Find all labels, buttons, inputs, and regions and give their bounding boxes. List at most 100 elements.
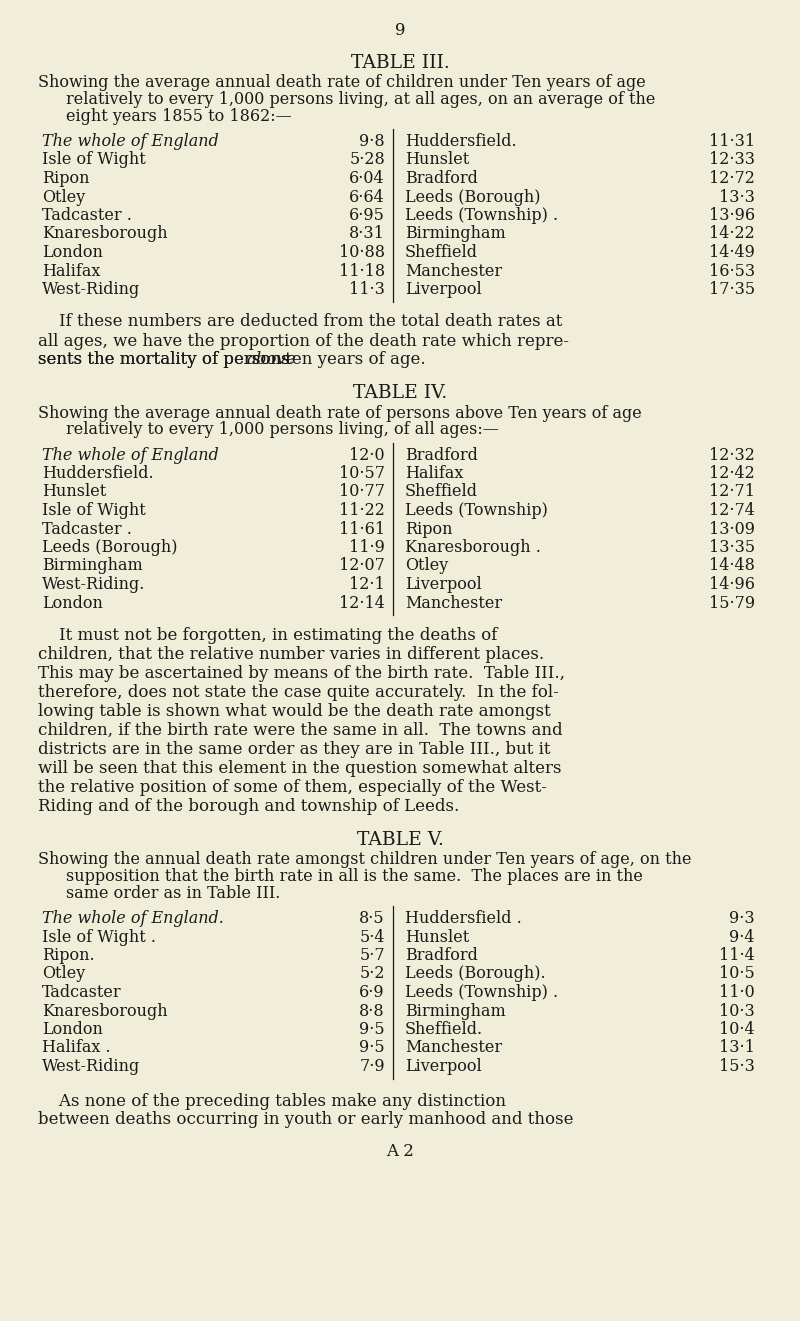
Text: all ages, we have the proportion of the death rate which repre-: all ages, we have the proportion of the … <box>38 333 569 350</box>
Text: TABLE V.: TABLE V. <box>357 831 443 849</box>
Text: Hunslet: Hunslet <box>405 152 470 169</box>
Text: 11·4: 11·4 <box>719 947 755 964</box>
Text: A 2: A 2 <box>386 1143 414 1160</box>
Text: The whole of England.: The whole of England. <box>42 910 224 927</box>
Text: West-Riding: West-Riding <box>42 281 140 299</box>
Text: Isle of Wight: Isle of Wight <box>42 152 146 169</box>
Text: 5·28: 5·28 <box>350 152 385 169</box>
Text: Sheffield: Sheffield <box>405 244 478 262</box>
Text: TABLE IV.: TABLE IV. <box>353 384 447 403</box>
Text: relatively to every 1,000 persons living, of all ages:—: relatively to every 1,000 persons living… <box>66 421 499 439</box>
Text: 10·57: 10·57 <box>339 465 385 482</box>
Text: 13·35: 13·35 <box>709 539 755 556</box>
Text: sents the mortality of persons: sents the mortality of persons <box>38 351 295 369</box>
Text: will be seen that this element in the question somewhat alters: will be seen that this element in the qu… <box>38 760 562 777</box>
Text: 11·31: 11·31 <box>709 133 755 151</box>
Text: Showing the average annual death rate of children under Ten years of age: Showing the average annual death rate of… <box>38 74 646 91</box>
Text: 6·95: 6·95 <box>349 207 385 225</box>
Text: West-Riding.: West-Riding. <box>42 576 146 593</box>
Text: 10·5: 10·5 <box>719 966 755 983</box>
Text: 15·3: 15·3 <box>719 1058 755 1075</box>
Text: 12·74: 12·74 <box>709 502 755 519</box>
Text: Leeds (Borough).: Leeds (Borough). <box>405 966 546 983</box>
Text: 9: 9 <box>394 22 406 40</box>
Text: It must not be forgotten, in estimating the deaths of: It must not be forgotten, in estimating … <box>38 627 498 645</box>
Text: Manchester: Manchester <box>405 594 502 612</box>
Text: Hunslet: Hunslet <box>42 483 106 501</box>
Text: Huddersfield.: Huddersfield. <box>42 465 154 482</box>
Text: Hunslet: Hunslet <box>405 929 470 946</box>
Text: 13·1: 13·1 <box>719 1040 755 1057</box>
Text: relatively to every 1,000 persons living, at all ages, on an average of the: relatively to every 1,000 persons living… <box>66 91 655 108</box>
Text: eight years 1855 to 1862:—: eight years 1855 to 1862:— <box>66 108 292 125</box>
Text: 12·71: 12·71 <box>709 483 755 501</box>
Text: 11·9: 11·9 <box>349 539 385 556</box>
Text: 10·77: 10·77 <box>339 483 385 501</box>
Text: Liverpool: Liverpool <box>405 1058 482 1075</box>
Text: 12·1: 12·1 <box>350 576 385 593</box>
Text: The whole of England: The whole of England <box>42 446 218 464</box>
Text: 9·3: 9·3 <box>730 910 755 927</box>
Text: Birmingham: Birmingham <box>405 1003 506 1020</box>
Text: London: London <box>42 1021 103 1038</box>
Text: London: London <box>42 244 103 262</box>
Text: 8·8: 8·8 <box>359 1003 385 1020</box>
Text: Otley: Otley <box>405 557 448 575</box>
Text: Ripon.: Ripon. <box>42 947 94 964</box>
Text: 7·9: 7·9 <box>359 1058 385 1075</box>
Text: 6·04: 6·04 <box>350 170 385 188</box>
Text: 11·18: 11·18 <box>339 263 385 280</box>
Text: 12·07: 12·07 <box>339 557 385 575</box>
Text: children, that the relative number varies in different places.: children, that the relative number varie… <box>38 646 544 663</box>
Text: Leeds (Township) .: Leeds (Township) . <box>405 984 558 1001</box>
Text: 10·3: 10·3 <box>719 1003 755 1020</box>
Text: Huddersfield .: Huddersfield . <box>405 910 522 927</box>
Text: above: above <box>246 351 296 369</box>
Text: 12·33: 12·33 <box>709 152 755 169</box>
Text: Halifax: Halifax <box>405 465 463 482</box>
Text: Knaresborough .: Knaresborough . <box>405 539 541 556</box>
Text: 8·5: 8·5 <box>359 910 385 927</box>
Text: The whole of England: The whole of England <box>42 133 218 151</box>
Text: Huddersfield.: Huddersfield. <box>405 133 517 151</box>
Text: Liverpool: Liverpool <box>405 576 482 593</box>
Text: Ripon: Ripon <box>405 520 453 538</box>
Text: districts are in the same order as they are in Table III., but it: districts are in the same order as they … <box>38 741 550 758</box>
Text: 5·7: 5·7 <box>359 947 385 964</box>
Text: 9·5: 9·5 <box>359 1021 385 1038</box>
Text: London: London <box>42 594 103 612</box>
Text: Bradford: Bradford <box>405 446 478 464</box>
Text: 8·31: 8·31 <box>349 226 385 243</box>
Text: children, if the birth rate were the same in all.  The towns and: children, if the birth rate were the sam… <box>38 723 562 738</box>
Text: 9·4: 9·4 <box>730 929 755 946</box>
Text: therefore, does not state the case quite accurately.  In the fol-: therefore, does not state the case quite… <box>38 684 558 701</box>
Text: Bradford: Bradford <box>405 170 478 188</box>
Text: Knaresborough: Knaresborough <box>42 226 168 243</box>
Text: Leeds (Borough): Leeds (Borough) <box>42 539 178 556</box>
Text: 14·48: 14·48 <box>709 557 755 575</box>
Text: ten years of age.: ten years of age. <box>280 351 426 369</box>
Text: Tadcaster .: Tadcaster . <box>42 207 132 225</box>
Text: 11·3: 11·3 <box>349 281 385 299</box>
Text: Manchester: Manchester <box>405 263 502 280</box>
Text: 12·14: 12·14 <box>339 594 385 612</box>
Text: 13·09: 13·09 <box>709 520 755 538</box>
Text: 11·61: 11·61 <box>339 520 385 538</box>
Text: Birmingham: Birmingham <box>405 226 506 243</box>
Text: same order as in Table III.: same order as in Table III. <box>66 885 280 902</box>
Text: supposition that the birth rate in all is the same.  The places are in the: supposition that the birth rate in all i… <box>66 868 643 885</box>
Text: 12·72: 12·72 <box>709 170 755 188</box>
Text: As none of the preceding tables make any distinction: As none of the preceding tables make any… <box>38 1092 506 1110</box>
Text: This may be ascertained by means of the birth rate.  Table III.,: This may be ascertained by means of the … <box>38 664 565 682</box>
Text: Liverpool: Liverpool <box>405 281 482 299</box>
Text: Otley: Otley <box>42 189 86 206</box>
Text: 14·96: 14·96 <box>709 576 755 593</box>
Text: Showing the average annual death rate of persons above Ten years of age: Showing the average annual death rate of… <box>38 404 642 421</box>
Text: 12·42: 12·42 <box>710 465 755 482</box>
Text: 9·5: 9·5 <box>359 1040 385 1057</box>
Text: Showing the annual death rate amongst children under Ten years of age, on the: Showing the annual death rate amongst ch… <box>38 851 691 868</box>
Text: 11·22: 11·22 <box>339 502 385 519</box>
Text: sents the mortality of persons: sents the mortality of persons <box>38 351 295 369</box>
Text: 12·0: 12·0 <box>350 446 385 464</box>
Text: 14·49: 14·49 <box>709 244 755 262</box>
